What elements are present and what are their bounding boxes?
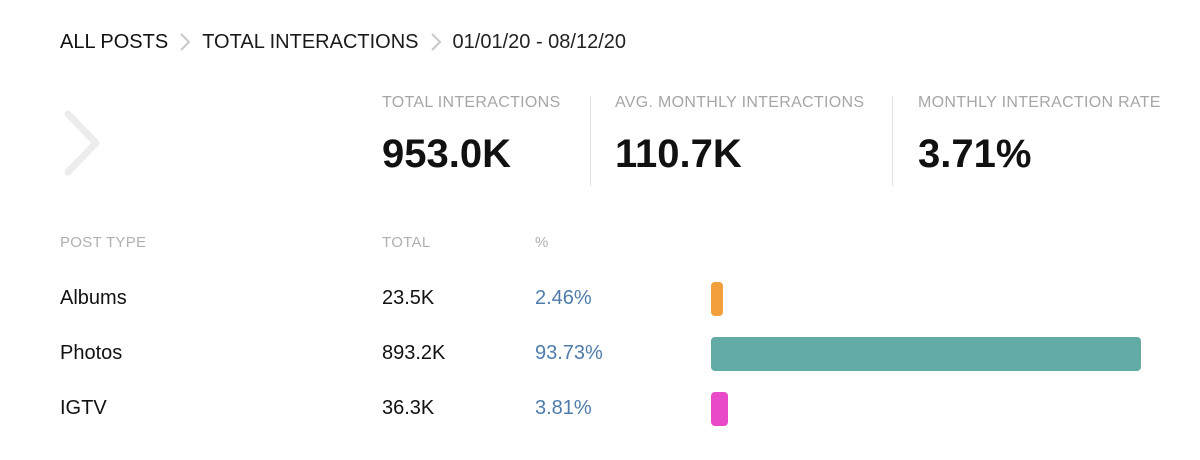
divider bbox=[590, 96, 591, 186]
column-header-percent: % bbox=[535, 234, 549, 251]
share-bar-track bbox=[711, 337, 1141, 371]
table-row: Photos 893.2K 93.73% bbox=[0, 337, 1200, 371]
chevron-right-icon bbox=[168, 28, 202, 56]
share-bar bbox=[711, 392, 729, 426]
stat-label: AVG. MONTHLY INTERACTIONS bbox=[615, 94, 865, 111]
chevron-right-icon bbox=[419, 28, 453, 56]
percent-value: 93.73% bbox=[535, 342, 603, 364]
share-bar-track bbox=[711, 392, 1141, 426]
chevron-right-icon[interactable] bbox=[60, 108, 106, 178]
divider bbox=[892, 96, 893, 186]
breadcrumb: ALL POSTS TOTAL INTERACTIONS 01/01/20 - … bbox=[60, 28, 626, 56]
stat-value: 110.7K bbox=[615, 132, 742, 176]
breadcrumb-all-posts[interactable]: ALL POSTS bbox=[60, 30, 169, 53]
table-row: IGTV 36.3K 3.81% bbox=[0, 392, 1200, 426]
total-value: 36.3K bbox=[382, 397, 435, 419]
stat-monthly-interaction-rate: MONTHLY INTERACTION RATE 3.71% bbox=[918, 94, 1161, 194]
breadcrumb-total-interactions[interactable]: TOTAL INTERACTIONS bbox=[202, 30, 419, 53]
total-value: 893.2K bbox=[382, 342, 446, 364]
stat-total-interactions: TOTAL INTERACTIONS 953.0K bbox=[382, 94, 560, 194]
stat-avg-monthly-interactions: AVG. MONTHLY INTERACTIONS 110.7K bbox=[615, 94, 864, 194]
column-header-post-type: POST TYPE bbox=[60, 234, 147, 251]
stat-label: TOTAL INTERACTIONS bbox=[382, 94, 561, 111]
share-bar bbox=[711, 282, 723, 316]
total-value: 23.5K bbox=[382, 287, 435, 309]
stat-value: 953.0K bbox=[382, 132, 511, 176]
share-bar-track bbox=[711, 282, 1141, 316]
post-type: IGTV bbox=[60, 397, 107, 419]
percent-value: 2.46% bbox=[535, 287, 592, 309]
percent-value: 3.81% bbox=[535, 397, 592, 419]
post-type: Albums bbox=[60, 287, 127, 309]
share-bar bbox=[711, 337, 1141, 371]
breadcrumb-date-range: 01/01/20 - 08/12/20 bbox=[452, 30, 627, 53]
post-type: Photos bbox=[60, 342, 123, 364]
table-row: Albums 23.5K 2.46% bbox=[0, 282, 1200, 316]
stat-label: MONTHLY INTERACTION RATE bbox=[918, 94, 1161, 111]
stat-value: 3.71% bbox=[918, 132, 1032, 176]
column-header-total: TOTAL bbox=[382, 234, 431, 251]
